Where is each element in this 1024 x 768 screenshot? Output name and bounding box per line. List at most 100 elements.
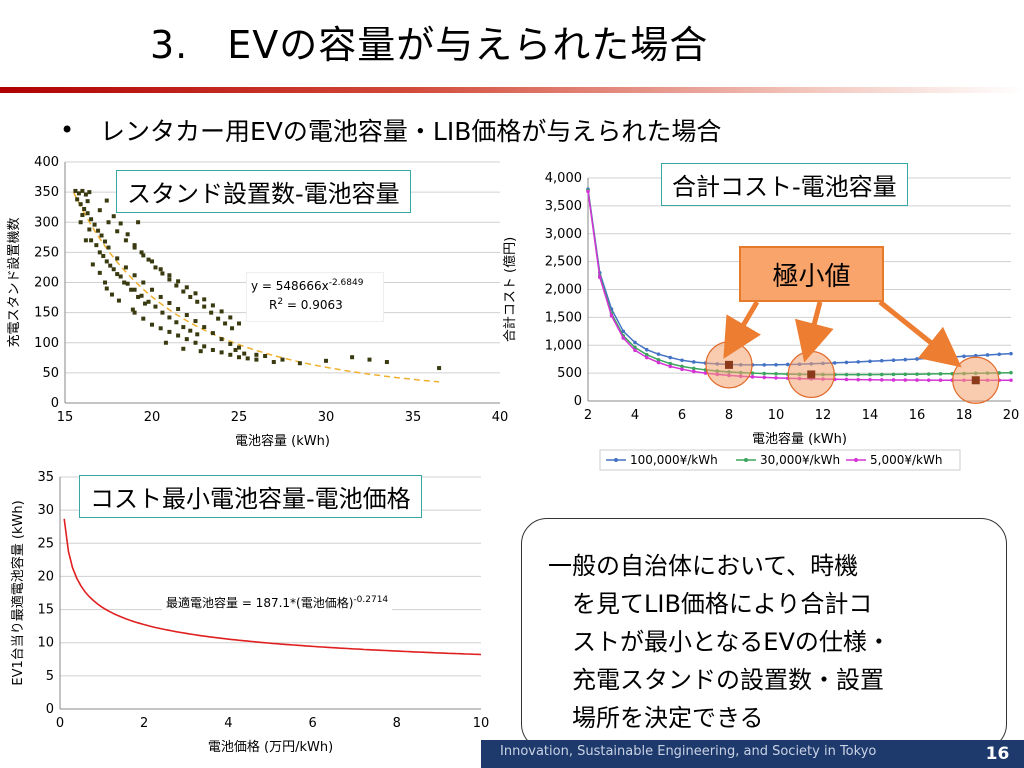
data-point xyxy=(219,350,224,355)
y-tick-label: 0 xyxy=(51,396,59,411)
series-point xyxy=(879,358,884,363)
data-point xyxy=(193,291,198,296)
x-tick-label: 18 xyxy=(956,408,973,423)
callout-stand-vs-capacity: スタンド設置数-電池容量 xyxy=(116,170,411,213)
trendline-equation: y = 548666x-2.6849 R2 = 0.9063 xyxy=(246,272,384,322)
data-point xyxy=(160,271,165,276)
x-axis-label: 電池容量 (kWh) xyxy=(752,431,847,447)
minimum-point xyxy=(807,370,816,379)
data-point xyxy=(106,220,111,225)
data-point xyxy=(141,280,146,285)
y-tick-label: 15 xyxy=(37,603,54,618)
data-point xyxy=(153,304,158,309)
series-point xyxy=(656,352,661,356)
data-point xyxy=(146,299,151,304)
data-point xyxy=(132,243,137,248)
y-tick-label: 300 xyxy=(34,215,59,230)
data-point xyxy=(146,257,151,262)
series-point xyxy=(668,355,673,360)
conclusion-note: 一般の自治体において、時機 を見てLIB価格により合計コ ストが最小となるEVの… xyxy=(521,518,1007,750)
data-point xyxy=(254,357,259,362)
legend-box xyxy=(599,449,961,471)
series-point xyxy=(691,366,696,371)
data-point xyxy=(163,340,168,345)
trendline xyxy=(73,192,440,383)
footer-text: Innovation, Sustainable Engineering, and… xyxy=(500,744,877,759)
y-tick-label: 2,000 xyxy=(545,283,582,298)
data-point xyxy=(89,238,94,243)
data-point xyxy=(174,320,179,325)
data-point xyxy=(97,250,102,255)
series-point xyxy=(891,378,896,382)
series-point xyxy=(915,357,919,361)
data-point xyxy=(188,294,193,299)
data-point xyxy=(104,198,109,203)
data-point xyxy=(384,360,389,365)
series-point xyxy=(621,329,626,334)
r-squared-sup: 2 xyxy=(277,297,284,307)
data-point xyxy=(96,228,101,233)
y-tick-label: 4,000 xyxy=(545,171,582,186)
data-point xyxy=(230,326,235,331)
series-point xyxy=(926,372,931,376)
series-point xyxy=(633,340,637,345)
y-tick-label: 500 xyxy=(557,366,582,381)
data-point xyxy=(99,233,104,238)
series-point xyxy=(844,372,849,377)
y-tick-label: 35 xyxy=(37,470,54,485)
data-point xyxy=(153,265,158,270)
legend-entry: 30,000¥/kWh xyxy=(760,453,840,467)
note-line: 充電スタンドの設置数・設置 xyxy=(572,666,884,694)
data-point xyxy=(150,287,154,292)
data-point xyxy=(237,345,241,350)
series-point xyxy=(668,361,673,366)
y-tick-label: 2,500 xyxy=(545,255,582,270)
data-point xyxy=(181,289,186,294)
data-point xyxy=(210,303,215,308)
data-point xyxy=(141,316,146,321)
x-tick-label: 6 xyxy=(308,716,316,731)
data-point xyxy=(254,352,259,357)
series-point xyxy=(621,336,626,340)
data-point xyxy=(350,355,355,360)
data-point xyxy=(87,190,92,195)
data-point xyxy=(202,304,207,309)
series-point xyxy=(938,372,943,376)
y-tick-label: 200 xyxy=(34,276,59,291)
trendline-exponent: -2.6849 xyxy=(328,278,364,288)
data-point xyxy=(181,325,186,330)
y-tick-label: 0 xyxy=(574,394,582,409)
series-point xyxy=(868,372,872,377)
data-point xyxy=(123,265,128,270)
data-point xyxy=(90,262,95,267)
note-line: ストが最小となるEVの仕様・ xyxy=(572,628,891,656)
series-point xyxy=(680,358,684,363)
trendline-equation-text: y = 548666x xyxy=(251,279,329,293)
series-point xyxy=(1009,378,1013,383)
legend-swatch-dot xyxy=(614,458,618,462)
series-point xyxy=(856,360,861,364)
data-point xyxy=(228,341,233,346)
series-point xyxy=(903,357,908,362)
series-point xyxy=(938,355,943,360)
x-tick-label: 2 xyxy=(584,408,592,423)
series-point xyxy=(879,372,884,377)
series-point xyxy=(656,360,661,365)
data-point xyxy=(184,337,189,342)
series-point xyxy=(656,357,661,362)
data-point xyxy=(78,220,83,225)
data-point xyxy=(367,357,372,362)
data-point xyxy=(139,250,144,255)
x-tick-label: 12 xyxy=(815,408,832,423)
data-point xyxy=(143,301,148,306)
series-point xyxy=(844,377,849,382)
series-point xyxy=(973,353,978,358)
bullet-marker: • xyxy=(60,116,75,144)
series-point xyxy=(1009,370,1013,375)
data-point xyxy=(78,202,83,207)
series-point xyxy=(844,360,849,365)
data-point xyxy=(132,273,137,278)
x-tick-label: 20 xyxy=(144,410,161,425)
x-tick-label: 20 xyxy=(1003,408,1020,423)
data-point xyxy=(202,297,207,302)
